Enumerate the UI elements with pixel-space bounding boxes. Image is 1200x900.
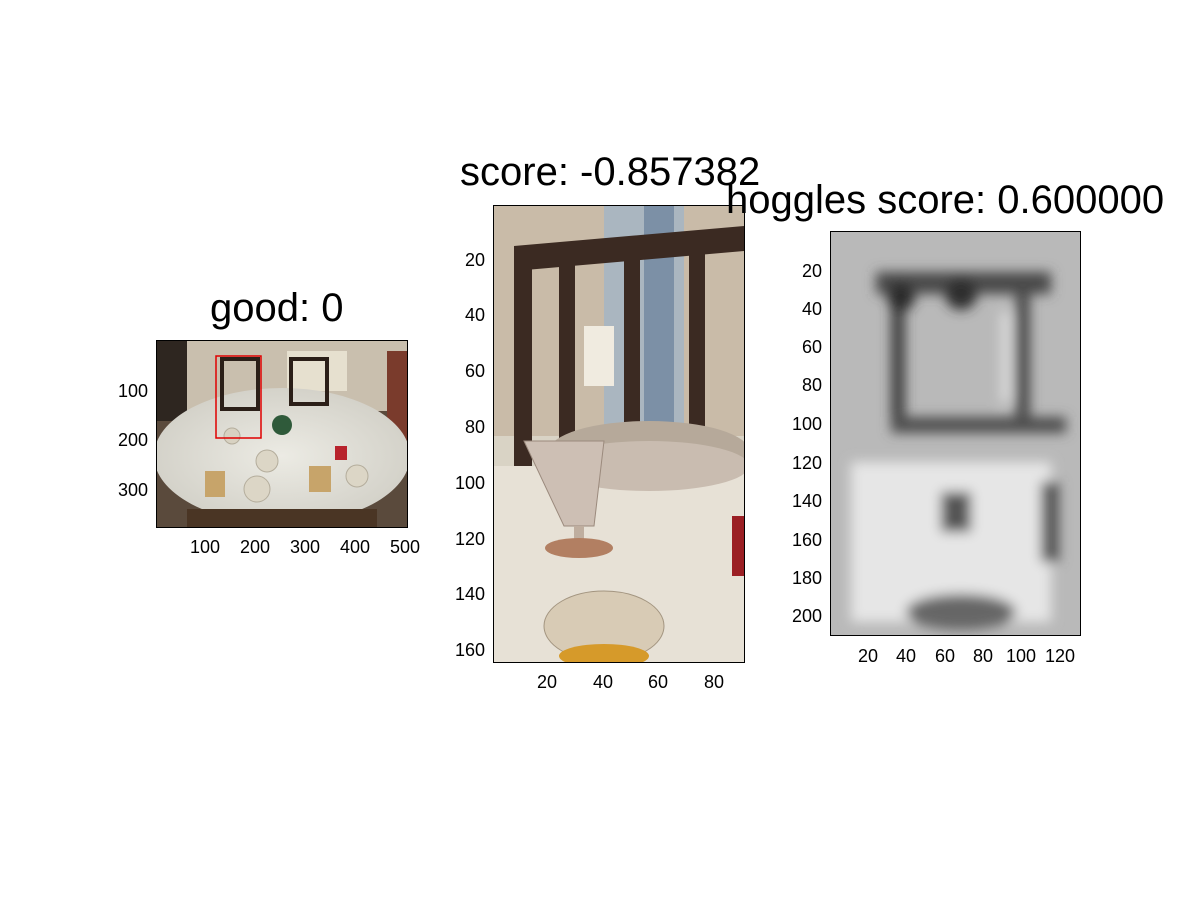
panel1-axes [156,340,408,528]
panel2-title: score: -0.857382 [460,152,760,192]
panel1-xtick: 500 [385,538,425,556]
panel3-axes [830,231,1081,636]
panel2-ytick: 20 [445,251,485,269]
panel3-image [831,232,1080,635]
panel1-ytick: 100 [108,382,148,400]
panel1-title: good: 0 [210,288,343,328]
panel2-ytick: 120 [445,530,485,548]
panel1-xtick: 200 [235,538,275,556]
panel3-ytick: 140 [782,492,822,510]
panel1-image [157,341,407,527]
panel3-ytick: 40 [782,300,822,318]
panel3-ytick: 160 [782,531,822,549]
panel3-ytick: 120 [782,454,822,472]
panel2-ytick: 160 [445,641,485,659]
panel1-xtick: 100 [185,538,225,556]
panel3-xtick: 100 [1001,647,1041,665]
panel3-ytick: 20 [782,262,822,280]
panel2-xtick: 80 [694,673,734,691]
panel3-xtick: 80 [963,647,1003,665]
panel2-ytick: 140 [445,585,485,603]
panel3-xtick: 40 [886,647,926,665]
panel1-xtick: 300 [285,538,325,556]
panel3-xtick: 120 [1040,647,1080,665]
panel2-ytick: 80 [445,418,485,436]
panel2-ytick: 40 [445,306,485,324]
panel2-xtick: 20 [527,673,567,691]
panel3-ytick: 100 [782,415,822,433]
panel3-xtick: 60 [925,647,965,665]
panel3-ytick: 60 [782,338,822,356]
panel2-xtick: 60 [638,673,678,691]
panel2-image [494,206,744,662]
panel1-ytick: 200 [108,431,148,449]
panel1-xtick: 400 [335,538,375,556]
panel3-ytick: 180 [782,569,822,587]
panel2-xtick: 40 [583,673,623,691]
panel3-title: hoggles score: 0.600000 [726,180,1164,220]
panel2-ytick: 60 [445,362,485,380]
panel2-ytick: 100 [445,474,485,492]
panel3-ytick: 200 [782,607,822,625]
panel1-ytick: 300 [108,481,148,499]
panel3-xtick: 20 [848,647,888,665]
panel2-axes [493,205,745,663]
panel3-ytick: 80 [782,376,822,394]
